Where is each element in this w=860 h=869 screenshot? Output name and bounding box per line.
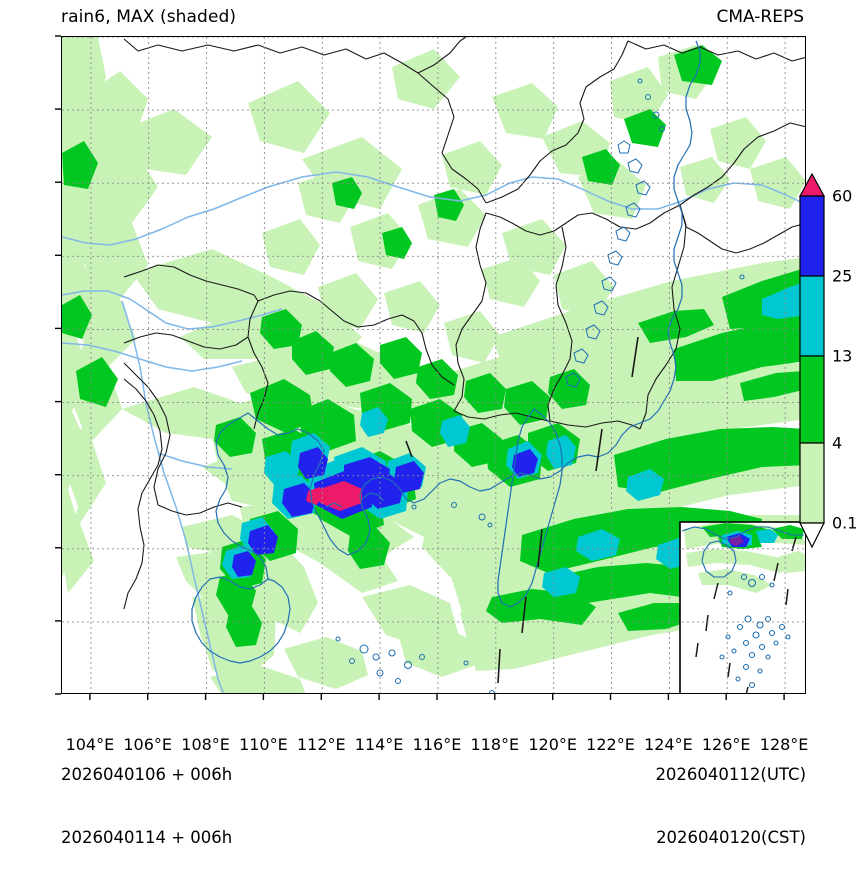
footer-init-line-2: 2026040114 + 006h [61,828,233,847]
south-sea-islets [335,636,495,693]
x-tick-label: 116°E [412,735,462,754]
x-tick-label: 128°E [759,735,809,754]
x-tick-label: 118°E [470,735,520,754]
colorbar-label-0.1: 0.1 [832,513,858,533]
colorbar-label-13: 13 [832,346,853,366]
x-tick-label: 126°E [701,735,751,754]
x-tick-label: 106°E [123,735,173,754]
x-tick-label: 122°E [586,735,635,754]
x-tick-label: 108°E [181,735,230,754]
maritime-boundary-ticks [405,336,639,684]
x-tick-label: 120°E [528,735,578,754]
river-lines [62,171,805,693]
weather-map-svg [62,37,806,694]
administrative-borders [123,37,805,610]
x-tick-label: 124°E [644,735,693,754]
precip-band-25-60 [232,447,538,577]
footer-left: 2026040106 + 006h 2026040114 + 006h [61,722,232,869]
colorbar-label-25: 25 [832,266,853,286]
colorbar-swatches [798,172,826,549]
page-title: rain6, MAX (shaded) [61,7,237,27]
x-tick-label: 112°E [296,735,346,754]
map-gridlines [62,37,805,693]
colorbar-arrow-bottom [799,522,825,549]
x-tick-label: 114°E [354,735,404,754]
colorbar-band-4-13 [799,355,825,444]
footer-init-line-1: 2026040106 + 006h [61,765,233,784]
colorbar-arrow-top [798,172,826,197]
x-tick-label: 110°E [239,735,288,754]
colorbar-label-60: 60 [832,186,853,206]
colorbar-band-13-25 [799,275,825,357]
coastline [191,40,745,664]
x-tick-label: 104°E [65,735,115,754]
colorbar[interactable]: 60 25 13 4 0.1 [798,170,860,552]
map-frame [61,36,806,694]
south-china-sea-inset[interactable] [679,521,806,694]
colorbar-label-4: 4 [832,433,843,453]
footer-right: 2026040112(UTC) 2026040120(CST) [655,722,806,869]
colorbar-band-25-60 [799,195,825,277]
model-label: CMA-REPS [716,7,804,27]
colorbar-band-0.1-4 [799,442,825,524]
footer-valid-utc: 2026040112(UTC) [655,765,806,784]
footer-valid-cst: 2026040120(CST) [656,828,806,847]
map-plot-area[interactable]: 33°N 31°N 29°N 27°N 25°N 23°N 21°N 19°N … [55,35,808,754]
